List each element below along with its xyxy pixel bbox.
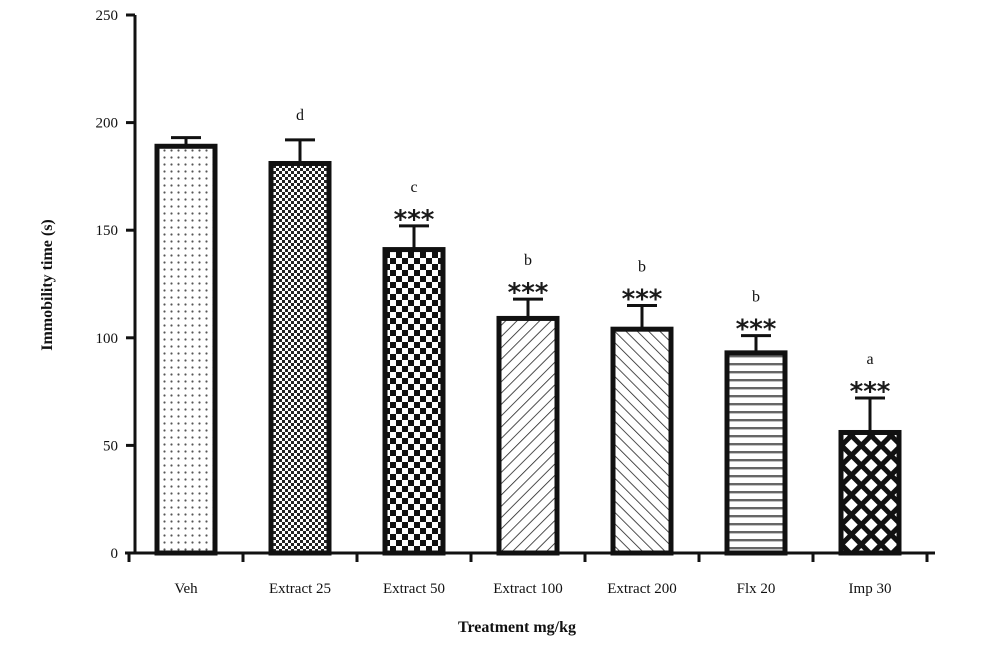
bar-extract-200 (610, 326, 674, 556)
significance-stars: *** (736, 315, 777, 345)
group-letter: b (524, 252, 532, 269)
bars (154, 136, 902, 556)
y-tick-label: 50 (103, 438, 118, 454)
bar-extract-50 (382, 247, 446, 556)
group-letter: b (752, 289, 760, 306)
group-letter: d (296, 107, 304, 124)
x-tick-label: Extract 100 (493, 581, 563, 597)
significance-stars: *** (508, 278, 549, 308)
x-tick-label: Extract 200 (607, 581, 677, 597)
bar-flx-20 (724, 350, 788, 556)
y-tick-label: 0 (111, 546, 119, 562)
bar-extract-25 (268, 160, 332, 556)
y-tick-label: 100 (96, 331, 119, 347)
x-tick-label: Extract 25 (269, 581, 331, 597)
significance-stars: *** (850, 377, 891, 407)
y-tick-label: 250 (96, 8, 119, 24)
axes: 0 50 100 150 200 250 Veh Extract 25 Extract 50 Ex… (96, 8, 935, 597)
significance-stars: *** (394, 205, 435, 235)
bar-imp-30 (838, 429, 902, 556)
x-tick-label: Flx 20 (737, 581, 776, 597)
y-tick-label: 200 (96, 116, 119, 132)
bar-veh (154, 143, 218, 556)
x-tick-label: Extract 50 (383, 581, 445, 597)
x-axis-title: Treatment mg/kg (458, 619, 576, 636)
bar-extract-100 (496, 315, 560, 556)
y-tick-label: 150 (96, 223, 119, 239)
x-tick-label: Veh (174, 581, 198, 597)
y-axis-title: Immobility time (s) (39, 219, 56, 351)
annotations: d *** c *** b *** b *** b *** a (296, 107, 891, 407)
significance-stars: *** (622, 285, 663, 315)
group-letter: c (410, 179, 417, 196)
group-letter: b (638, 259, 646, 276)
x-tick-label: Imp 30 (849, 581, 892, 597)
group-letter: a (866, 351, 873, 368)
